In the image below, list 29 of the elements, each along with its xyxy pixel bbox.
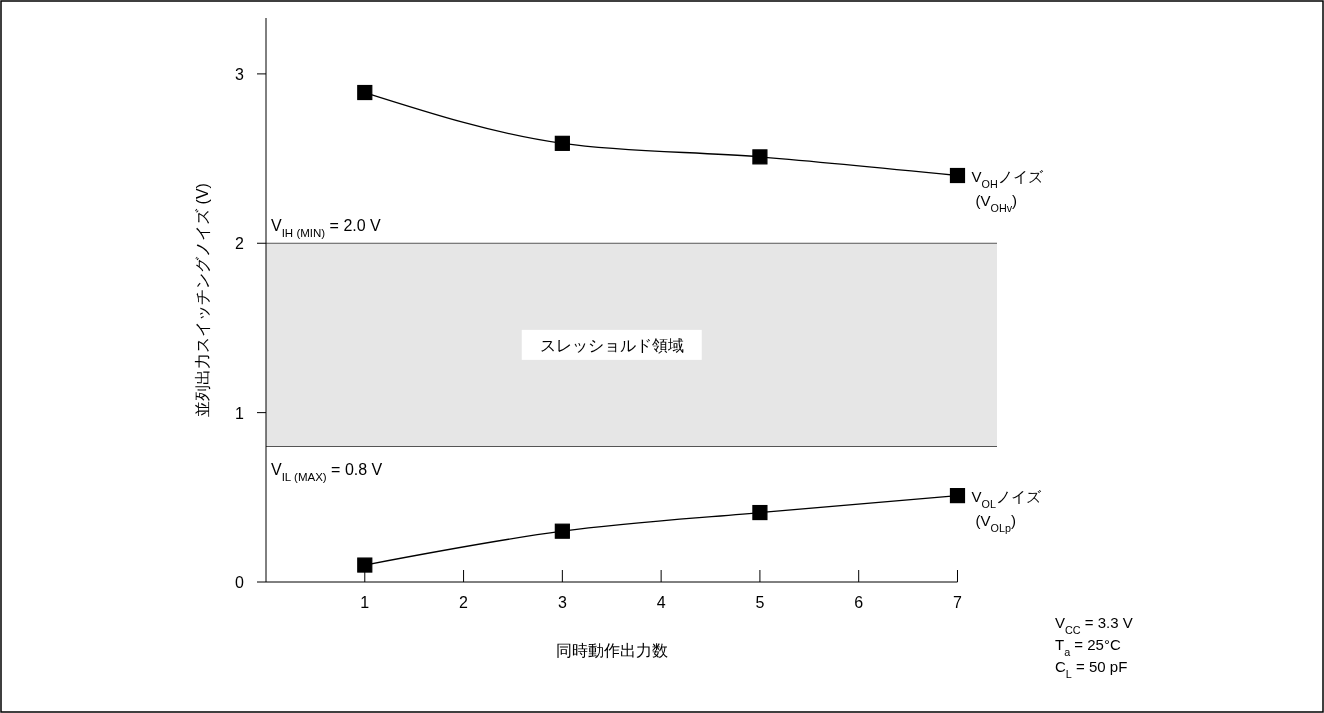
text: V$_{CC}$ = 3.3 V — [1055, 614, 1133, 636]
ref-line-label: V$_{IH (MIN)}$ = 2.0 V — [271, 217, 382, 240]
x-tick-label: 4 — [656, 594, 666, 611]
y-tick-label: 0 — [235, 574, 245, 591]
x-axis-title: 同時動作出力数 — [555, 642, 668, 659]
series-label: V$_{OH}$ノイズ (V$_{OHv}$) — [971, 167, 1044, 214]
text: C$_{L}$ = 50 pF — [1055, 658, 1128, 680]
point — [554, 523, 570, 539]
point — [949, 488, 966, 504]
y-tick-label: 1 — [235, 404, 245, 422]
x-tick-label: 1 — [360, 594, 370, 611]
point — [752, 149, 768, 165]
x-tick-label: 6 — [854, 594, 864, 611]
x-tick-label: 5 — [755, 594, 765, 611]
y-tick-label: 2 — [235, 235, 245, 253]
x-tick-label: 7 — [953, 594, 963, 611]
series-label: V$_{OL}$ノイズ (V$_{OLp}$) — [971, 487, 1042, 534]
x-tick-label: 2 — [459, 594, 469, 611]
y-tick-label: 3 — [235, 65, 245, 83]
text: T$_{a}$ = 25°C — [1055, 636, 1121, 658]
point — [357, 84, 373, 101]
ref-line-label: V$_{IL (MAX)}$ = 0.8 V — [271, 460, 383, 483]
point — [357, 557, 373, 573]
point — [554, 135, 570, 151]
x-tick-label: 3 — [557, 594, 567, 611]
band-label: スレッショルド領域 — [539, 336, 684, 354]
point — [752, 504, 768, 521]
y-axis-title: 並列出力スイッチングノイズ (V) — [194, 183, 211, 417]
point — [949, 167, 966, 184]
